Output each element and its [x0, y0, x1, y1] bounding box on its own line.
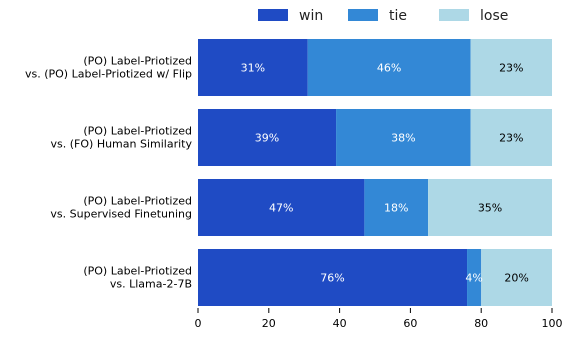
x-tick-label: 60 [403, 317, 417, 330]
data-label-win: 39% [255, 132, 279, 145]
data-label-lose: 35% [478, 202, 502, 215]
category-label: (PO) Label-Priotized [83, 195, 192, 208]
data-label-tie: 46% [377, 62, 401, 75]
x-tick-label: 40 [333, 317, 347, 330]
category-label: vs. (PO) Label-Priotized w/ Flip [25, 68, 192, 81]
data-label-tie: 18% [384, 202, 408, 215]
bar-lose [470, 109, 552, 166]
data-label-lose: 23% [499, 62, 523, 75]
bars: 31% 46% 23% 39% 38% 23% 47% 18% 35% 76% 4% 20% [198, 39, 552, 306]
bar-tie [336, 109, 471, 166]
legend-swatch-win [258, 9, 288, 21]
category-label: vs. (FO) Human Similarity [51, 138, 193, 151]
x-tick-label: 0 [195, 317, 202, 330]
bar-win [198, 39, 308, 96]
bar-win [198, 249, 468, 306]
legend-swatch-tie [348, 9, 378, 21]
bar-win [198, 109, 337, 166]
data-label-win: 31% [241, 62, 265, 75]
legend-swatch-lose [439, 9, 469, 21]
bar-lose [470, 39, 552, 96]
data-label-lose: 23% [499, 132, 523, 145]
x-tick-label: 20 [262, 317, 276, 330]
category-label: vs. Supervised Finetuning [50, 208, 192, 221]
bar-lose [481, 249, 552, 306]
category-label: (PO) Label-Priotized [83, 125, 192, 138]
data-label-lose: 20% [504, 272, 528, 285]
x-tick-label: 80 [474, 317, 488, 330]
bar-lose [428, 179, 552, 236]
legend-label-lose: lose [480, 8, 508, 24]
bar-win [198, 179, 365, 236]
data-label-win: 47% [269, 202, 293, 215]
data-label-tie: 38% [391, 132, 415, 145]
category-label: (PO) Label-Priotized [83, 55, 192, 68]
category-label: (PO) Label-Priotized [83, 265, 192, 278]
x-axis: 0 20 40 60 80 100 [195, 308, 563, 330]
category-label: vs. Llama-2-7B [110, 278, 192, 291]
bar-tie [364, 179, 429, 236]
x-tick-label: 100 [542, 317, 563, 330]
legend-label-tie: tie [389, 8, 407, 24]
data-label-win: 76% [320, 272, 344, 285]
data-label-tie: 4% [465, 272, 482, 285]
legend: win tie lose [258, 8, 508, 24]
legend-label-win: win [299, 8, 323, 24]
bar-tie [307, 39, 471, 96]
bar-tie [467, 249, 482, 306]
